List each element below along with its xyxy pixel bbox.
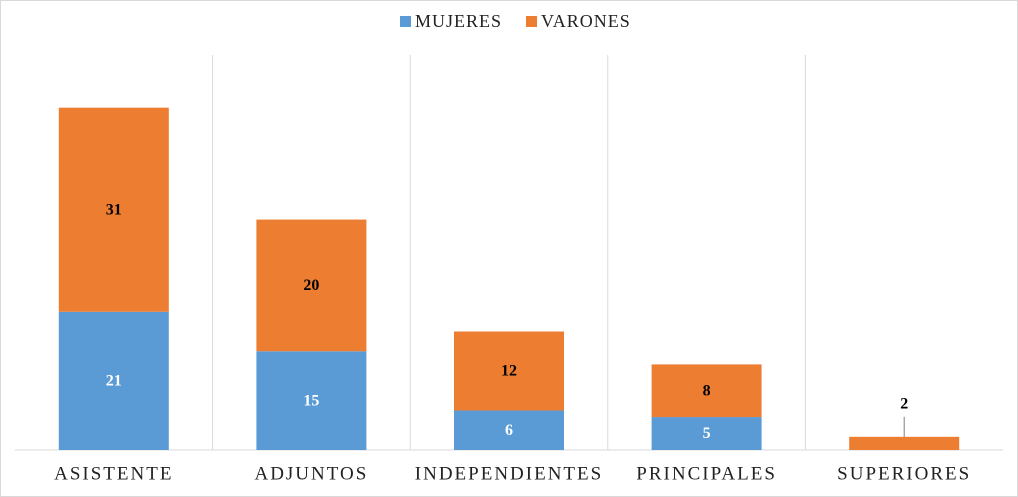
x-tick-label: ASISTENTE <box>54 463 173 484</box>
value-label: 31 <box>106 201 122 218</box>
legend-label: VARONES <box>541 11 631 31</box>
legend-label: MUJERES <box>415 11 502 31</box>
legend-swatch <box>526 16 538 27</box>
bar-segment <box>256 351 367 450</box>
bar-segment <box>849 436 960 450</box>
value-label: 12 <box>501 363 517 380</box>
value-label: 20 <box>303 277 319 294</box>
legend-swatch <box>400 16 411 27</box>
bar-segment <box>256 219 367 352</box>
x-tick-label: PRINCIPALES <box>636 463 777 484</box>
value-label: 21 <box>106 373 122 390</box>
value-label: 5 <box>703 425 711 442</box>
bar-segment <box>58 311 169 450</box>
bar-segment <box>454 410 564 450</box>
bar-segment <box>58 107 169 312</box>
bar-segment <box>651 364 762 418</box>
bar-segment <box>651 417 762 450</box>
value-label: 6 <box>505 422 513 439</box>
x-tick-label: SUPERIORES <box>837 463 971 484</box>
bar-segment <box>454 331 564 411</box>
x-tick-label: INDEPENDIENTES <box>415 463 603 484</box>
value-label: 2 <box>900 396 908 413</box>
x-tick-label: ADJUNTOS <box>254 463 368 484</box>
value-label: 15 <box>303 392 319 409</box>
value-label: 8 <box>703 382 711 399</box>
